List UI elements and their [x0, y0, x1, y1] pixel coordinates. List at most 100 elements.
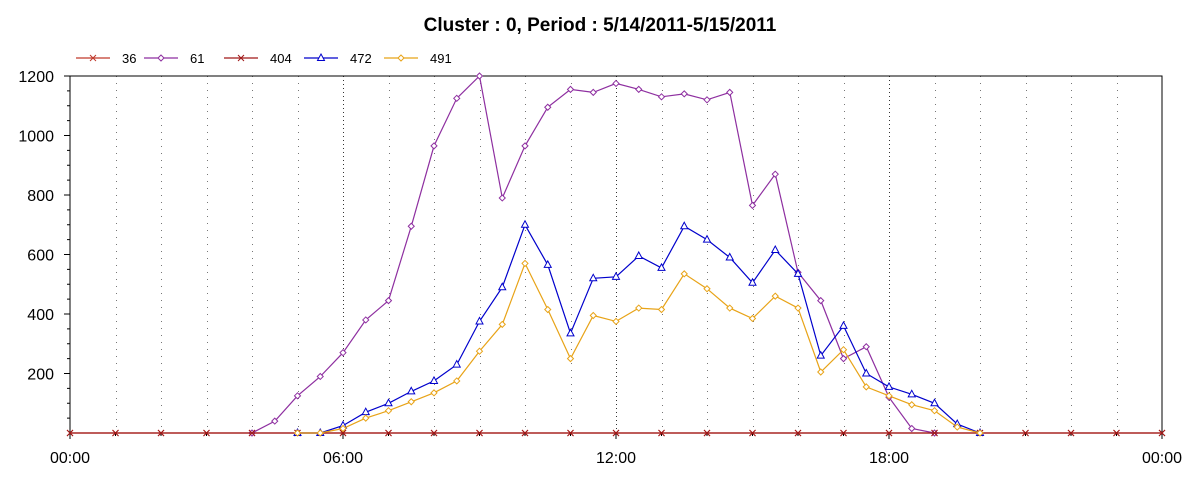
- series-line-491: [297, 261, 981, 434]
- data-point: [840, 429, 847, 437]
- data-point: [384, 406, 393, 415]
- chart-axes: 00:00 06:00 12:00 18:00 00:00 200 400 600 800 100…: [18, 69, 1182, 467]
- data-point: [725, 252, 735, 261]
- data-point: [566, 354, 575, 363]
- data-point: [475, 72, 484, 80]
- data-point: [884, 381, 894, 390]
- data-point: [384, 398, 393, 407]
- x-tick-label: 06:00: [323, 450, 363, 467]
- data-point: [931, 429, 938, 437]
- data-point: [203, 429, 210, 437]
- data-point: [817, 296, 825, 305]
- data-point: [612, 79, 620, 88]
- legend-item-36: 36: [76, 51, 136, 66]
- data-point: [634, 250, 644, 259]
- data-point: [339, 424, 347, 433]
- data-point: [793, 268, 803, 277]
- data-point: [543, 259, 553, 268]
- legend-label: 491: [430, 51, 452, 66]
- data-point: [657, 262, 666, 271]
- legend-marker: [157, 54, 165, 62]
- series-491: [293, 259, 984, 437]
- data-point: [748, 277, 757, 286]
- data-point: [748, 314, 757, 323]
- y-tick-label: 400: [27, 307, 54, 324]
- data-point: [1113, 429, 1120, 437]
- data-point: [658, 429, 665, 437]
- data-point: [908, 424, 916, 433]
- y-tick-label: 1200: [18, 69, 54, 86]
- legend-item-61: 61: [144, 51, 204, 66]
- data-point: [612, 429, 620, 437]
- data-point: [657, 93, 666, 101]
- data-point: [521, 429, 529, 437]
- legend-label: 36: [122, 51, 136, 66]
- data-point: [726, 88, 734, 97]
- data-point: [976, 429, 984, 437]
- data-point: [430, 142, 438, 150]
- data-point: [611, 271, 621, 280]
- data-point: [316, 372, 324, 381]
- data-point: [567, 429, 574, 437]
- data-point: [293, 429, 302, 437]
- data-point: [362, 414, 370, 422]
- x-tick-label: 12:00: [596, 450, 636, 467]
- data-point: [362, 316, 370, 324]
- data-point: [498, 194, 506, 202]
- chart-legend: 36 61 404 472 491: [76, 51, 452, 66]
- data-point: [339, 348, 347, 357]
- data-point: [839, 320, 848, 329]
- data-point: [748, 201, 757, 210]
- data-point: [1022, 429, 1029, 437]
- x-tick-label: 18:00: [869, 450, 909, 467]
- data-point: [339, 429, 347, 437]
- data-point: [703, 285, 711, 293]
- data-point: [452, 359, 462, 368]
- data-point: [749, 429, 756, 437]
- data-point: [908, 401, 916, 409]
- data-point: [566, 328, 575, 337]
- data-point: [271, 417, 279, 425]
- chart-title: Cluster : 0, Period : 5/14/2011-5/15/201…: [424, 15, 777, 36]
- y-tick-label: 1000: [18, 129, 54, 146]
- data-point: [794, 304, 802, 312]
- data-point: [635, 85, 643, 94]
- legend-item-404: 404: [224, 51, 292, 66]
- data-point: [1158, 429, 1166, 437]
- legend-marker: [237, 54, 245, 62]
- legend-label: 472: [350, 51, 372, 66]
- x-tick-label: 00:00: [50, 450, 90, 467]
- data-point: [497, 282, 507, 291]
- data-point: [771, 170, 779, 178]
- data-point: [544, 103, 552, 111]
- data-point: [703, 96, 711, 104]
- data-point: [770, 244, 780, 254]
- data-point: [498, 320, 506, 329]
- y-tick-label: 800: [27, 188, 54, 205]
- data-point: [430, 389, 438, 397]
- data-point: [953, 423, 961, 431]
- chart-series: [66, 72, 1166, 437]
- data-point: [384, 296, 393, 305]
- data-point: [588, 273, 598, 282]
- data-point: [521, 142, 529, 150]
- data-point: [316, 429, 324, 437]
- legend-label: 61: [190, 51, 204, 66]
- data-point: [407, 398, 415, 406]
- data-point: [430, 429, 438, 437]
- plot-frame: [69, 75, 1163, 434]
- legend-marker: [316, 52, 326, 61]
- data-point: [862, 343, 870, 351]
- data-point: [406, 386, 416, 395]
- data-point: [680, 270, 688, 278]
- data-point: [589, 311, 597, 320]
- series-472: [293, 219, 985, 436]
- data-point: [680, 90, 688, 98]
- data-point: [612, 317, 620, 326]
- series-line-61: [251, 74, 935, 434]
- data-point: [1067, 429, 1075, 437]
- data-point: [475, 316, 484, 325]
- legend-marker: [397, 54, 405, 62]
- data-point: [293, 392, 302, 400]
- series-61: [248, 72, 939, 437]
